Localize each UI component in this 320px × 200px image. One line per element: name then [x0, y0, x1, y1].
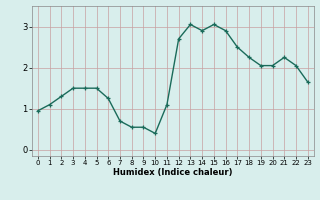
X-axis label: Humidex (Indice chaleur): Humidex (Indice chaleur)	[113, 168, 233, 177]
